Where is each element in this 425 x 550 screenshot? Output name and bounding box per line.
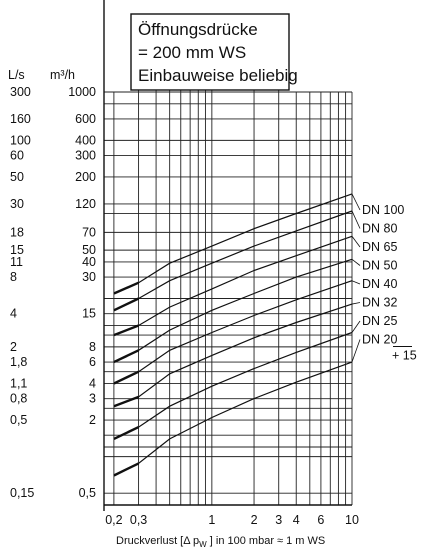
x-tick-label: 1 <box>208 513 215 527</box>
series-line-start <box>113 281 140 295</box>
series-label: DN 80 <box>362 222 397 236</box>
series-label-leader <box>351 339 361 363</box>
series-line-start <box>113 395 140 408</box>
y-tick-label-m3h: 200 <box>75 170 96 184</box>
y-tick-label-m3h: 0,5 <box>79 486 96 500</box>
title-box <box>130 13 290 91</box>
x-tick-label: 3 <box>275 513 282 527</box>
series-curves <box>113 193 353 477</box>
series-label-leader <box>351 259 361 266</box>
x-tick-label: 0,3 <box>130 513 147 527</box>
y-tick-label-m3h: 600 <box>75 112 96 126</box>
y-tick-label-ls: 4 <box>10 307 17 321</box>
series-line-start <box>113 370 140 385</box>
y-tick-label-m3h: 300 <box>75 149 96 163</box>
y-tick-label-m3h: 8 <box>89 340 96 354</box>
y-tick-label-ls: 300 <box>10 85 31 99</box>
y-tick-label-ls: 15 <box>10 243 24 257</box>
series-line-start <box>113 324 140 337</box>
series-label: DN 100 <box>362 203 404 217</box>
series-label-leader <box>351 236 361 248</box>
series-label: DN 20 <box>362 333 397 347</box>
series-label: DN 25 <box>362 314 397 328</box>
y-tick-label-m3h: 1000 <box>68 85 96 99</box>
x-axis-label-main: Druckverlust [Δ p <box>116 535 199 547</box>
y-tick-label-ls: 11 <box>10 255 23 269</box>
y-tick-label-m3h: 30 <box>82 270 96 284</box>
series-line <box>113 280 353 385</box>
y-tick-label-m3h: 6 <box>89 355 96 369</box>
y-tick-label-m3h: 4 <box>89 376 96 390</box>
y-tick-label-m3h: 50 <box>82 243 96 257</box>
series-label-leader <box>351 302 361 305</box>
x-axis-label-sub: W <box>199 540 207 549</box>
y-tick-label-ls: 160 <box>10 112 31 126</box>
y-tick-label-ls: 0,8 <box>10 392 27 406</box>
y-tick-label-ls: 18 <box>10 225 24 239</box>
y-tick-label-m3h: 15 <box>82 307 96 321</box>
y-tick-label-ls: 60 <box>10 149 24 163</box>
y-tick-label-ls: 8 <box>10 270 17 284</box>
series-label-extra: + 15 <box>392 349 417 363</box>
series-label-leader <box>351 320 361 333</box>
series-label-leader <box>351 280 361 285</box>
y-tick-label-m3h: 2 <box>89 413 96 427</box>
y-unit-ls: L/s <box>8 68 25 82</box>
x-axis-label: Druckverlust [Δ pW ] in 100 mbar ≈ 1 m W… <box>116 535 325 549</box>
series-label-leader <box>351 210 361 229</box>
y-tick-label-ls: 0,5 <box>10 413 27 427</box>
y-tick-label-m3h: 120 <box>75 197 96 211</box>
title-line-2: = 200 mm WS <box>138 43 246 62</box>
y-tick-label-m3h: 3 <box>89 392 96 406</box>
y-tick-label-m3h: 40 <box>82 255 96 269</box>
grid-lines <box>103 0 353 511</box>
title-line-1: Öffnungsdrücke <box>138 20 258 39</box>
series-label: DN 40 <box>362 277 397 291</box>
title-line-3: Einbauweise beliebig <box>138 66 298 85</box>
series-label: DN 32 <box>362 296 397 310</box>
x-tick-label: 4 <box>293 513 300 527</box>
series-label: DN 65 <box>362 240 397 254</box>
x-tick-label: 2 <box>251 513 258 527</box>
y-tick-label-ls: 1,1 <box>10 376 27 390</box>
y-unit-m3h: m³/h <box>50 68 75 82</box>
series-labels: DN 100 DN 80 DN 65 DN 50 DN 40 DN 32 DN 25 DN 2… <box>351 193 417 363</box>
y-tick-label-ls: 30 <box>10 197 24 211</box>
x-axis-label-rest: ] in 100 mbar ≈ 1 m WS <box>207 535 326 547</box>
x-tick-label: 6 <box>317 513 324 527</box>
series-label-leader <box>351 193 361 211</box>
series-line <box>113 193 353 295</box>
y-tick-label-ls: 0,15 <box>10 486 34 500</box>
y-tick-label-ls: 2 <box>10 340 17 354</box>
series-line <box>113 235 353 336</box>
y-tick-label-ls: 50 <box>10 170 24 184</box>
series-label: DN 50 <box>362 259 397 273</box>
series-line <box>113 210 353 311</box>
y-tick-label-ls: 100 <box>10 133 31 147</box>
x-tick-label: 0,2 <box>105 513 122 527</box>
series-line-start <box>113 462 140 477</box>
y-tick-label-m3h: 400 <box>75 133 96 147</box>
series-line-start <box>113 297 140 312</box>
y-tick-label-m3h: 70 <box>82 225 96 239</box>
series-line <box>113 361 353 477</box>
y-tick-label-ls: 1,8 <box>10 355 27 369</box>
series-line-start <box>113 426 140 440</box>
series-line-start <box>113 349 140 364</box>
x-tick-label: 10 <box>345 513 359 527</box>
series-line <box>113 331 353 440</box>
